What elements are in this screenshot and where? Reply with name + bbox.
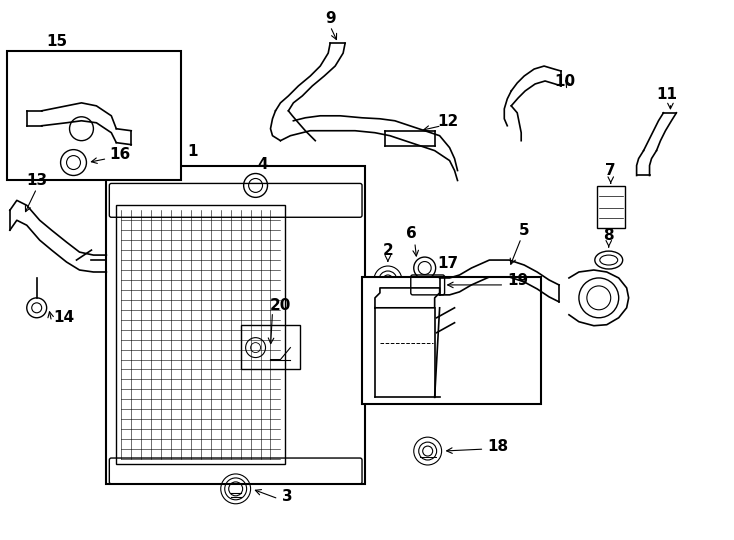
Text: 1: 1	[188, 144, 198, 159]
Text: 19: 19	[507, 273, 528, 288]
Bar	[241, 325, 300, 369]
Bar	[116, 205, 286, 464]
Text: 14: 14	[53, 310, 74, 325]
Circle shape	[32, 303, 42, 313]
Text: 16: 16	[109, 146, 131, 161]
Bar	[362, 277, 541, 404]
Text: 9: 9	[325, 11, 335, 26]
Text: 11: 11	[656, 87, 677, 102]
Text: 2: 2	[382, 243, 393, 258]
Text: 13: 13	[26, 173, 47, 188]
Text: 10: 10	[554, 74, 575, 89]
Text: 6: 6	[407, 226, 417, 241]
Text: 18: 18	[487, 439, 509, 454]
Bar	[7, 51, 181, 180]
Text: 15: 15	[46, 34, 68, 49]
Text: 17: 17	[437, 256, 458, 271]
Text: 5: 5	[519, 223, 529, 238]
Text: 8: 8	[603, 228, 614, 243]
Text: 3: 3	[283, 489, 293, 504]
Bar	[106, 166, 365, 484]
Bar	[597, 186, 625, 228]
Text: 20: 20	[270, 298, 291, 313]
Text: 7: 7	[606, 164, 616, 179]
Text: 12: 12	[437, 114, 459, 129]
Text: 4: 4	[257, 157, 268, 172]
